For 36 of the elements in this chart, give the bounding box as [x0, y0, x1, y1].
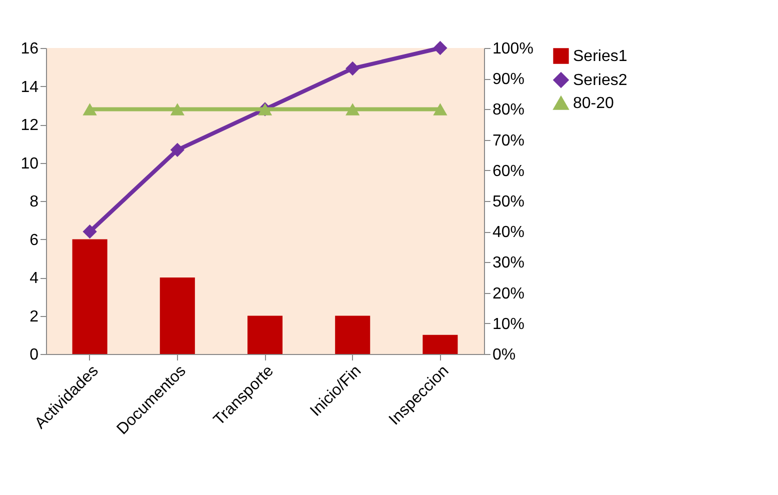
- y2-tick-label: 80%: [492, 102, 525, 119]
- point: [82, 103, 97, 116]
- bar: [247, 316, 283, 354]
- y-tick-label: 12: [20, 117, 39, 134]
- y-tick-label: 16: [20, 40, 39, 58]
- point: [170, 103, 184, 116]
- legend-label: Series2: [573, 72, 628, 89]
- bar: [160, 278, 195, 354]
- legend-label: 80-20: [573, 95, 614, 112]
- point: [170, 142, 184, 157]
- y-tick-label: 2: [30, 308, 39, 326]
- legend-label: Series1: [573, 48, 628, 65]
- y2-tick-label: 10%: [492, 316, 525, 333]
- y2-tick-label: 70%: [492, 132, 525, 150]
- y-tick-label: 0: [30, 346, 39, 364]
- y2-tick-label: 0%: [492, 346, 516, 364]
- y2-tick-label: 40%: [492, 224, 525, 242]
- y2-tick-label: 90%: [492, 71, 525, 88]
- y2-tick-label: 60%: [492, 162, 525, 180]
- point: [346, 61, 360, 76]
- bar: [335, 316, 370, 354]
- y2-tick-label: 100%: [492, 40, 534, 58]
- y2-tick-label: 20%: [492, 285, 525, 302]
- y-tick-label: 8: [30, 194, 39, 210]
- point: [82, 224, 97, 239]
- y2-tick-label: 30%: [492, 254, 525, 272]
- point: [346, 103, 360, 116]
- point: [433, 103, 448, 116]
- y-tick-label: 6: [30, 232, 39, 249]
- y-tick-label: 14: [20, 78, 39, 96]
- point: [433, 40, 448, 56]
- y-tick-label: 10: [20, 155, 39, 172]
- y-tick-label: 4: [30, 270, 39, 287]
- bar: [422, 334, 458, 354]
- y2-tick-label: 50%: [492, 194, 525, 210]
- bar: [72, 239, 108, 354]
